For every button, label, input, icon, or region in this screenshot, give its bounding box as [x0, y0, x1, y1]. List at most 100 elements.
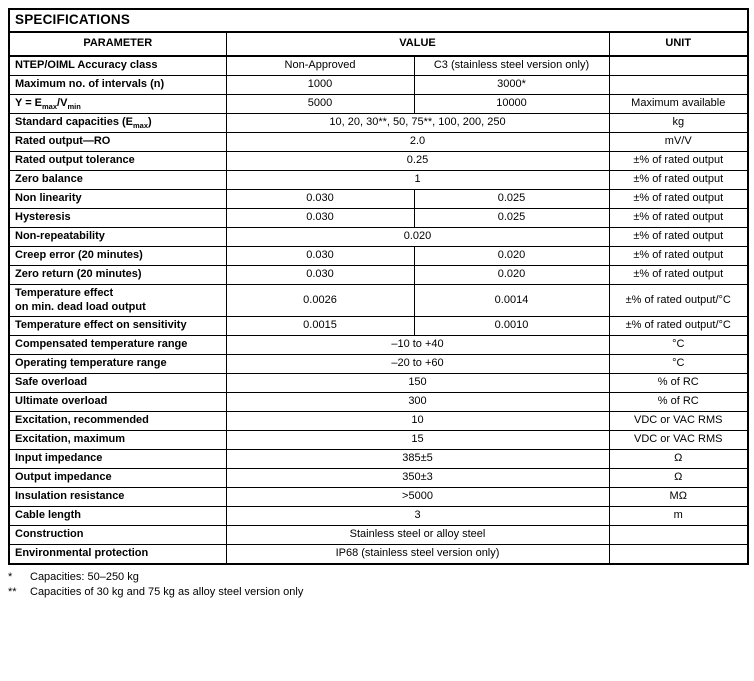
parameter-cell: Ultimate overload	[8, 392, 227, 413]
value-cell: 0.0015	[225, 316, 415, 337]
spec-row: Non-repeatability 0.020 ±% of rated outp…	[8, 226, 749, 247]
parameter-cell: NTEP/OIML Accuracy class	[8, 55, 227, 76]
param-subscript: min	[67, 102, 81, 112]
column-header-unit: UNIT	[608, 31, 749, 57]
unit-cell: ±% of rated output/°C	[608, 283, 749, 318]
parameter-cell: Insulation resistance	[8, 487, 227, 508]
value-cell: 0.020	[413, 245, 610, 266]
value-cell: 10000	[413, 93, 610, 114]
spec-row: Rated output tolerance 0.25 ±% of rated …	[8, 150, 749, 171]
unit-cell: ±% of rated output	[608, 264, 749, 285]
value-cell: 3	[225, 506, 610, 527]
spec-row: Operating temperature range –20 to +60 °…	[8, 354, 749, 375]
value-cell: 0.0010	[413, 316, 610, 337]
unit-cell: m	[608, 506, 749, 527]
parameter-cell: Input impedance	[8, 449, 227, 470]
parameter-cell: Creep error (20 minutes)	[8, 245, 227, 266]
spec-row: Input impedance 385±5 Ω	[8, 449, 749, 470]
footnote: ** Capacities of 30 kg and 75 kg as allo…	[8, 585, 747, 600]
value-cell: 0.25	[225, 150, 610, 171]
value-cell: 385±5	[225, 449, 610, 470]
column-header-parameter: PARAMETER	[8, 31, 227, 57]
parameter-cell: Non-repeatability	[8, 226, 227, 247]
unit-cell: ±% of rated output	[608, 169, 749, 190]
parameter-cell: Excitation, maximum	[8, 430, 227, 451]
parameter-cell: Operating temperature range	[8, 354, 227, 375]
parameter-cell: Construction	[8, 525, 227, 546]
spec-row: Cable length 3 m	[8, 506, 749, 527]
unit-cell: kg	[608, 112, 749, 133]
footnote-marker: *	[8, 571, 13, 583]
parameter-cell: Zero balance	[8, 169, 227, 190]
param-text: Y = E	[15, 96, 43, 109]
spec-row: Zero return (20 minutes) 0.030 0.020 ±% …	[8, 264, 749, 285]
value-cell: 300	[225, 392, 610, 413]
unit-cell: MΩ	[608, 487, 749, 508]
spec-row: Environmental protection IP68 (stainless…	[8, 544, 749, 565]
unit-cell: Ω	[608, 449, 749, 470]
unit-cell	[608, 74, 749, 95]
value-cell: 5000	[225, 93, 415, 114]
spec-row: Maximum no. of intervals (n) 1000 3000*	[8, 74, 749, 95]
value-cell: 0.025	[413, 188, 610, 209]
unit-cell: Ω	[608, 468, 749, 489]
spec-row: Excitation, recommended 10 VDC or VAC RM…	[8, 411, 749, 432]
value-cell: >5000	[225, 487, 610, 508]
value-cell: 0.020	[225, 226, 610, 247]
unit-cell: VDC or VAC RMS	[608, 430, 749, 451]
param-text: )	[148, 115, 152, 128]
value-cell: 0.030	[225, 245, 415, 266]
unit-cell: °C	[608, 335, 749, 356]
parameter-cell: Compensated temperature range	[8, 335, 227, 356]
specifications-table: SPECIFICATIONS PARAMETER VALUE UNIT NTEP…	[8, 8, 749, 565]
unit-cell: ±% of rated output/°C	[608, 316, 749, 337]
value-cell: IP68 (stainless steel version only)	[225, 544, 610, 565]
parameter-cell: Rated output—RO	[8, 131, 227, 152]
spec-row: Creep error (20 minutes) 0.030 0.020 ±% …	[8, 245, 749, 266]
spec-row: Output impedance 350±3 Ω	[8, 468, 749, 489]
value-cell: 0.025	[413, 207, 610, 228]
footnote-marker: **	[8, 585, 17, 598]
footnote-text: Capacities of 30 kg and 75 kg as alloy s…	[30, 585, 304, 598]
spec-row: Temperature effect on min. dead load out…	[8, 283, 749, 318]
parameter-cell: Y = Emax/Vmin	[8, 93, 227, 114]
unit-cell: ±% of rated output	[608, 150, 749, 171]
unit-cell: VDC or VAC RMS	[608, 411, 749, 432]
unit-cell	[608, 55, 749, 76]
value-cell: 0.030	[225, 207, 415, 228]
title-row: SPECIFICATIONS	[8, 8, 749, 33]
unit-cell: % of RC	[608, 392, 749, 413]
value-cell: 0.030	[225, 264, 415, 285]
spec-row: Temperature effect on sensitivity 0.0015…	[8, 316, 749, 337]
unit-cell	[608, 525, 749, 546]
column-header-value: VALUE	[225, 31, 610, 57]
param-subscript: max	[42, 102, 58, 112]
unit-cell: ±% of rated output	[608, 207, 749, 228]
parameter-cell: Excitation, recommended	[8, 411, 227, 432]
unit-cell: ±% of rated output	[608, 245, 749, 266]
table-title: SPECIFICATIONS	[8, 8, 749, 33]
spec-row: Standard capacities (Emax) 10, 20, 30**,…	[8, 112, 749, 133]
footnote-text: Capacities: 50–250 kg	[30, 571, 139, 583]
parameter-cell: Standard capacities (Emax)	[8, 112, 227, 133]
parameter-cell: Zero return (20 minutes)	[8, 264, 227, 285]
spec-row: Construction Stainless steel or alloy st…	[8, 525, 749, 546]
parameter-cell: Hysteresis	[8, 207, 227, 228]
parameter-cell: Temperature effect on sensitivity	[8, 316, 227, 337]
spec-row: Compensated temperature range –10 to +40…	[8, 335, 749, 356]
spec-row: Ultimate overload 300 % of RC	[8, 392, 749, 413]
header-row: PARAMETER VALUE UNIT	[8, 31, 749, 57]
unit-cell	[608, 544, 749, 565]
parameter-cell: Non linearity	[8, 188, 227, 209]
value-cell: 350±3	[225, 468, 610, 489]
unit-cell: mV/V	[608, 131, 749, 152]
parameter-cell: Rated output tolerance	[8, 150, 227, 171]
spec-row: Rated output—RO 2.0 mV/V	[8, 131, 749, 152]
parameter-cell: Temperature effect on min. dead load out…	[8, 283, 227, 318]
parameter-cell: Environmental protection	[8, 544, 227, 565]
unit-cell: °C	[608, 354, 749, 375]
unit-cell: Maximum available	[608, 93, 749, 114]
spec-row: Non linearity 0.030 0.025 ±% of rated ou…	[8, 188, 749, 209]
parameter-cell: Cable length	[8, 506, 227, 527]
footnote: * Capacities: 50–250 kg	[8, 570, 747, 585]
